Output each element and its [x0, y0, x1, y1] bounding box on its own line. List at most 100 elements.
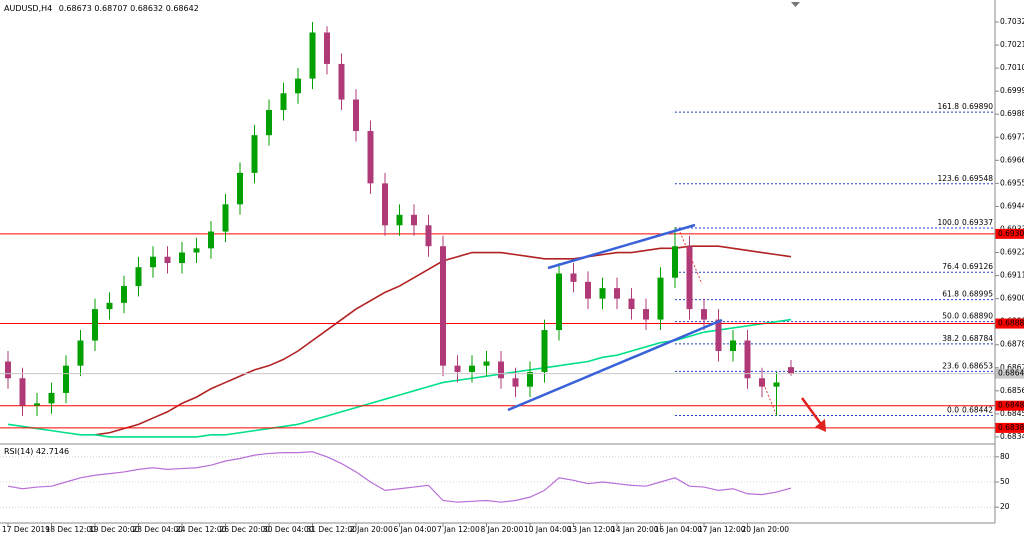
candle-body	[512, 378, 519, 387]
fib-level: 61.8	[942, 290, 959, 299]
fib-price: 0.68653	[962, 361, 993, 370]
candle-body	[179, 252, 185, 263]
rsi-tick-label: 80	[1000, 452, 1010, 461]
fib-swing-line	[679, 231, 703, 285]
candle-body	[498, 361, 504, 379]
candle-body	[541, 330, 548, 372]
scroll-marker	[791, 2, 800, 7]
candle-body	[48, 392, 55, 404]
x-tick-label: 17 Dec 2019	[2, 525, 50, 534]
candle-body	[135, 267, 142, 287]
moving-average	[7, 318, 792, 438]
candle-body	[251, 135, 258, 173]
fib-label: 161.8 0.69890	[938, 102, 994, 111]
fib-level: 76.4	[942, 262, 959, 271]
fib-price: 0.69126	[962, 262, 993, 271]
candle-body	[570, 273, 577, 282]
x-tick-label: 18 Dec 12:00	[46, 525, 97, 534]
level-label: 0.68383	[998, 423, 1024, 432]
fib-price: 0.68784	[962, 334, 993, 343]
x-tick-label: 31 Dec 12:00	[307, 525, 358, 534]
candle-body	[599, 288, 606, 299]
fib-level: 38.2	[942, 334, 959, 343]
open-price: 0.68673	[59, 4, 92, 13]
x-tick-label: 20 Jan 20:00	[742, 525, 790, 534]
fib-label: 123.6 0.69548	[938, 174, 994, 183]
current-price-box	[995, 368, 1024, 379]
candle-body	[92, 309, 98, 341]
fib-level: 161.8	[938, 102, 960, 111]
candle-body	[164, 256, 171, 263]
fib-label: 76.4 0.69126	[942, 262, 993, 271]
level-box	[995, 422, 1024, 433]
candle-body	[454, 365, 461, 372]
candle-body	[715, 319, 722, 352]
fib-label: 23.6 0.68653	[942, 361, 993, 370]
x-tick-label: 7 Jan 12:00	[437, 525, 480, 534]
fib-label: 50.0 0.68890	[942, 312, 993, 321]
low-price: 0.68632	[130, 4, 163, 13]
x-tick-label: 16 Jan 04:00	[655, 525, 703, 534]
fib-label: 100.0 0.69337	[938, 218, 994, 227]
level-box	[995, 228, 1024, 239]
fib-label: 0.0 0.68442	[947, 406, 993, 415]
candle-body	[788, 367, 794, 374]
candle-body	[324, 32, 330, 64]
x-tick-label: 30 Dec 04:00	[263, 525, 314, 534]
symbol: AUDUSD,H4	[4, 4, 52, 13]
close-price: 0.68642	[166, 4, 199, 13]
fib-level: 0.0	[947, 406, 959, 415]
x-tick-label: 19 Dec 20:00	[89, 525, 140, 534]
x-tick-label: 17 Jan 12:00	[698, 525, 746, 534]
candle-body	[106, 302, 113, 310]
level-label: 0.68489	[998, 401, 1024, 410]
candle-body	[34, 403, 40, 406]
rsi-header: RSI(14) 42.7146	[4, 447, 69, 456]
level-label: 0.69309	[998, 229, 1024, 238]
candle-body	[382, 183, 388, 226]
candle-body	[483, 361, 490, 366]
fib-price: 0.68442	[962, 406, 993, 415]
candle-body	[367, 130, 374, 184]
fib-level: 123.6	[938, 174, 960, 183]
candle-body	[150, 256, 156, 268]
fib-price: 0.69548	[962, 174, 993, 183]
candle-body	[396, 214, 403, 226]
rsi-title: RSI(14)	[4, 447, 33, 456]
candle-body	[773, 382, 780, 387]
level-box	[995, 400, 1024, 411]
candle-body	[686, 246, 693, 310]
candle-body	[556, 273, 562, 331]
arrow-head	[815, 419, 826, 432]
x-tick-label: 10 Jan 04:00	[524, 525, 572, 534]
candle-body	[744, 340, 751, 379]
fib-label: 61.8 0.68995	[942, 290, 993, 299]
x-tick-label: 13 Jan 12:00	[568, 525, 616, 534]
candle-body	[121, 286, 127, 303]
candle-body	[759, 378, 765, 387]
fib-price: 0.68995	[962, 290, 993, 299]
candle-body	[425, 225, 432, 247]
x-tick-label: 2 Jan 20:00	[350, 525, 393, 534]
fib-level: 23.6	[942, 361, 959, 370]
candle-body	[440, 246, 446, 366]
x-tick-label: 8 Jan 20:00	[481, 525, 524, 534]
fib-level: 100.0	[938, 218, 960, 227]
candle-body	[208, 231, 214, 249]
rsi-tick-label: 50	[1000, 477, 1010, 486]
fib-label: 38.2 0.68784	[942, 334, 993, 343]
candle-body	[338, 63, 345, 100]
level-box	[995, 318, 1024, 329]
candle-body	[5, 361, 11, 379]
fib-price: 0.68890	[962, 312, 993, 321]
